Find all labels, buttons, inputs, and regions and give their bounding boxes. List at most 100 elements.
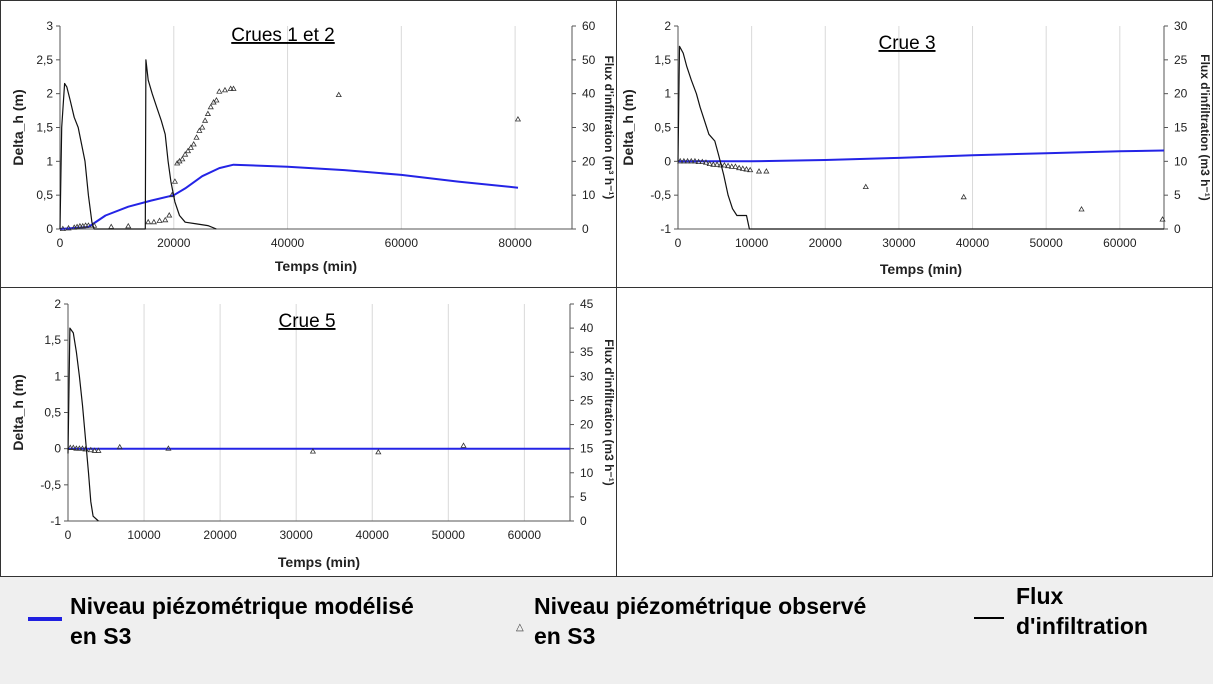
y2-tick-label: 20 [1174, 87, 1188, 101]
observed-point [221, 86, 229, 93]
x-tick-label: 0 [65, 528, 72, 542]
y2-tick-label: 25 [580, 393, 594, 407]
observed-point [739, 165, 746, 171]
chart-panel-crue-3: 0 10000 20000 30000 40000 50000 60000 -1 -0,5 0 0,… [616, 0, 1213, 288]
y2-tick-label: 30 [582, 121, 596, 135]
observed-point [688, 157, 695, 164]
observed-point [1159, 216, 1166, 222]
y2-tick-label: 10 [582, 188, 596, 202]
observed-point [76, 445, 83, 451]
y2-tick-label: 60 [582, 19, 596, 33]
y2-axis-label: Flux d'infiltration (m3 h⁻¹) [1198, 54, 1212, 201]
y-tick-label: 1,5 [44, 333, 61, 347]
y2-tick-label: 30 [1174, 19, 1188, 33]
chart-title: Crue 3 [878, 33, 935, 54]
observed-point [699, 158, 706, 165]
y-tick-label: 1,5 [36, 121, 53, 135]
y2-tick-label: 25 [1174, 53, 1188, 67]
observed-point [201, 117, 209, 123]
y2-axis-label: Flux d'infiltration (m³ h⁻¹) [602, 56, 616, 200]
y-tick-label: 1 [54, 369, 61, 383]
y-tick-label: 0 [664, 154, 671, 168]
observed-point [171, 178, 179, 184]
observed-point [190, 141, 197, 147]
observed-point [193, 134, 200, 140]
y2-tick-label: 5 [580, 490, 587, 504]
observed-point [182, 151, 189, 157]
chart-crue-3: 0 10000 20000 30000 40000 50000 60000 -1 -0,5 0 0,… [620, 19, 1212, 277]
y2-tick-label: 15 [580, 442, 594, 456]
observed-point [73, 445, 80, 451]
observed-point [1078, 205, 1085, 212]
y-tick-label: -0,5 [650, 188, 671, 202]
y-tick-label: 1 [46, 154, 53, 168]
x-tick-label: 20000 [157, 236, 191, 250]
y-tick-label: 0,5 [44, 406, 61, 420]
modeled-level-line [59, 163, 519, 230]
observed-point [85, 222, 92, 228]
observed-point [204, 110, 212, 116]
chart-panel-crue-5: 0 10000 20000 30000 40000 50000 60000 -1 -0,5 0 0,… [0, 287, 617, 577]
observed-point [95, 447, 102, 453]
x-tick-label: 60000 [508, 528, 542, 542]
observed-point [70, 444, 77, 450]
observed-point [184, 147, 192, 154]
x-tick-label: 0 [675, 236, 682, 250]
observed-point [732, 163, 739, 169]
observed-point [91, 447, 98, 453]
infiltration-flux-line [67, 327, 99, 522]
x-tick-label: 80000 [498, 236, 532, 250]
observed-point [196, 127, 203, 133]
observed-point [179, 155, 186, 162]
y2-tick-label: 0 [580, 514, 587, 528]
x-tick-label: 20000 [809, 236, 843, 250]
observed-point [691, 157, 699, 164]
legend-label-observed: Niveau piézométrique observé en S3 [534, 593, 867, 649]
observed-point [677, 157, 684, 164]
y-axis-label: Delta_h (m) [620, 89, 636, 165]
y-tick-label: 2 [664, 19, 671, 33]
observed-point [125, 222, 132, 229]
chart-panel-crues-1-et-2: 0 20000 40000 60000 80000 0 0,5 1 1,5 2 2,5 3 0 10 20 3… [0, 0, 617, 288]
x-tick-label: 40000 [271, 236, 305, 250]
y2-tick-label: 30 [580, 369, 594, 383]
x-tick-label: 0 [57, 236, 64, 250]
observed-point [165, 445, 172, 451]
y2-tick-label: 10 [1174, 154, 1188, 168]
observed-point [309, 448, 317, 454]
observed-point [702, 159, 710, 165]
modeled-level-line [678, 149, 1165, 163]
y-tick-label: 0 [46, 222, 53, 236]
y2-tick-label: 45 [580, 297, 594, 311]
observed-point [145, 218, 152, 225]
x-axis-label: Temps (min) [278, 554, 360, 570]
chart-title: Crues 1 et 2 [231, 25, 335, 46]
observed-point [460, 442, 467, 448]
observed-point [150, 218, 157, 225]
observed-point [216, 88, 223, 94]
observed-point [213, 97, 220, 103]
observed-point [728, 163, 735, 169]
y-tick-label: 1 [664, 87, 671, 101]
observed-point [680, 157, 687, 164]
y-tick-label: -1 [50, 514, 61, 528]
observed-point [724, 162, 732, 169]
y-tick-label: 2 [46, 87, 53, 101]
y-tick-label: 0,5 [36, 188, 53, 202]
observed-point [710, 161, 717, 167]
legend-label-modeled: Niveau piézométrique modélisé en S3 [70, 593, 414, 649]
x-tick-label: 60000 [1103, 236, 1137, 250]
infiltration-flux-line [677, 45, 1164, 230]
x-tick-label: 50000 [1029, 236, 1063, 250]
y2-tick-label: 35 [580, 345, 594, 359]
y2-tick-label: 10 [580, 466, 594, 480]
y-tick-label: 0,5 [654, 121, 671, 135]
observed-point [721, 161, 728, 168]
observed-point [207, 103, 214, 110]
y2-tick-label: 0 [582, 222, 589, 236]
y-tick-label: 1,5 [654, 53, 671, 67]
observed-point [375, 448, 382, 455]
observed-point [736, 164, 743, 171]
observed-point [706, 160, 713, 167]
x-tick-label: 40000 [356, 528, 390, 542]
